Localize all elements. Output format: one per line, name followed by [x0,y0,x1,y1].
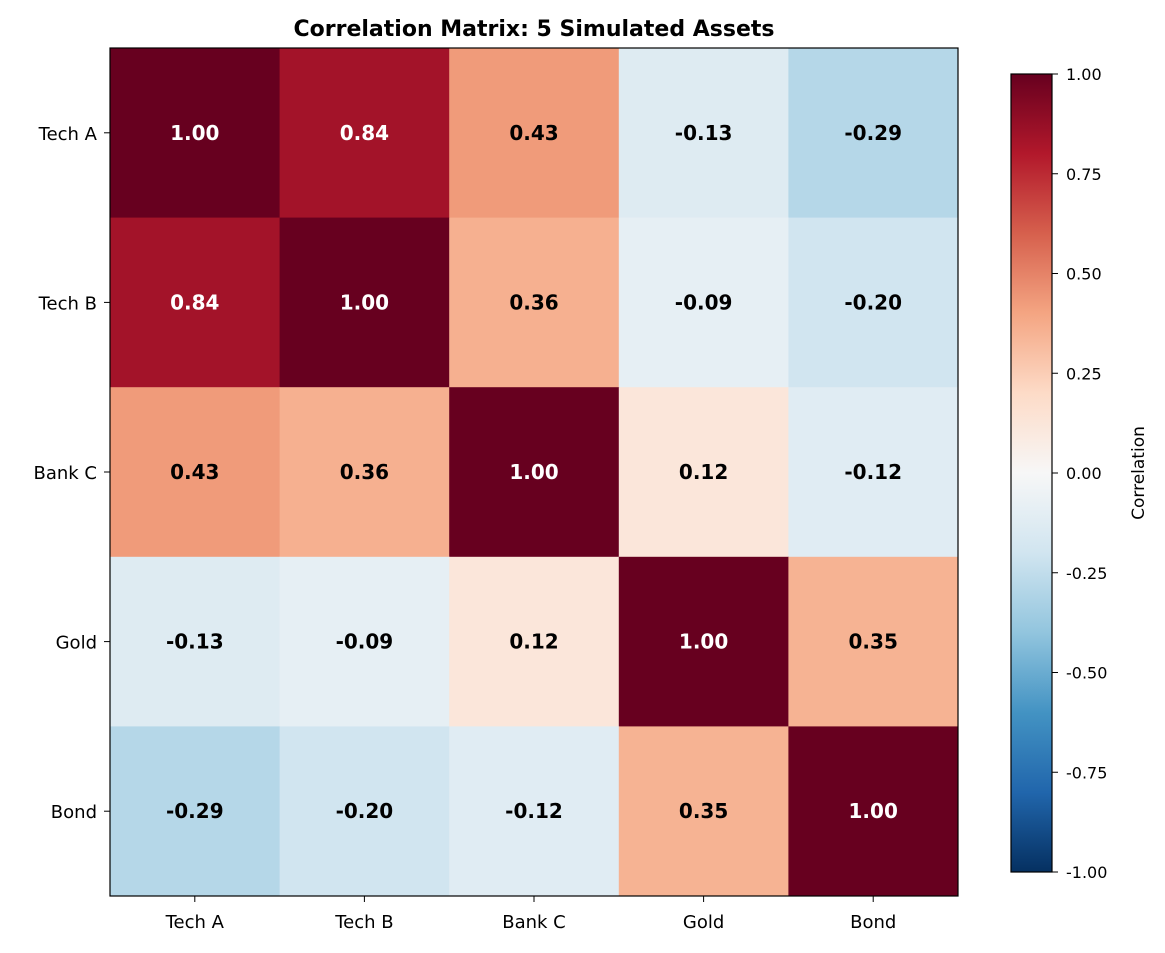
cell-annotation: 1.00 [509,460,558,484]
cell-annotation: 1.00 [679,630,728,654]
colorbar-tick-label: 1.00 [1066,65,1102,84]
cell-annotation: 0.84 [170,290,219,314]
colorbar-tick-label: -0.25 [1066,564,1107,583]
x-tick-label: Bank C [502,912,566,933]
heatmap-cell [279,556,450,727]
y-tick-label: Bank C [33,463,97,484]
colorbar-label: Correlation [1129,426,1149,520]
heatmap-cell [618,48,789,219]
heatmap-cell [449,217,620,388]
colorbar-tick-label: 0.50 [1066,265,1102,284]
cell-annotation: 0.36 [340,460,389,484]
heatmap-cell [618,556,789,727]
heatmap-cell [279,48,450,219]
chart-title: Correlation Matrix: 5 Simulated Assets [294,17,775,42]
heatmap-cell [618,726,789,897]
heatmap-cell [788,217,959,388]
colorbar-tick-label: 0.25 [1066,364,1102,383]
heatmap-cell [110,387,281,558]
heatmap-cells [110,48,959,897]
cell-annotation: -0.13 [675,121,733,145]
cell-annotation: 1.00 [849,799,898,823]
cell-annotation: 0.43 [170,460,219,484]
cell-annotation: 0.84 [340,121,389,145]
colorbar-tick-label: 0.75 [1066,165,1102,184]
cell-annotation: -0.13 [166,630,224,654]
x-tick-label: Gold [683,912,724,933]
colorbar-tick-label: -0.75 [1066,763,1107,782]
heatmap-cell [279,217,450,388]
cell-annotation: -0.20 [336,799,394,823]
x-tick-label: Tech A [165,912,225,933]
cell-annotation: -0.09 [336,630,394,654]
heatmap-cell [449,387,620,558]
colorbar-ticks: 1.00 0.75 0.50 0.25 0.00 -0.25 -0.50 -0.75 -1.00 [1052,65,1107,882]
cell-annotation: -0.09 [675,290,733,314]
x-axis-ticks: Tech A Tech B Bank C Gold Bond [165,896,896,933]
cell-annotations: 1.00 0.84 0.43 -0.13 -0.29 0.84 1.00 0.36 -0.09 -… [166,121,902,823]
cell-annotation: 0.12 [509,630,558,654]
heatmap-cell [788,726,959,897]
cell-annotation: 0.12 [679,460,728,484]
heatmap-cell [618,217,789,388]
x-tick-label: Tech B [334,912,393,933]
y-tick-label: Bond [51,802,97,823]
y-tick-label: Tech A [38,124,98,145]
heatmap-cell [788,556,959,727]
heatmap-cell [788,48,959,219]
heatmap-cell [618,387,789,558]
colorbar [1010,73,1053,873]
colorbar-tick-label: -0.50 [1066,664,1107,683]
cell-annotation: -0.12 [844,460,902,484]
heatmap-cell [449,48,620,219]
heatmap-cell [279,387,450,558]
heatmap-cell [110,556,281,727]
cell-annotation: 0.35 [679,799,728,823]
heatmap-cell [788,387,959,558]
y-tick-label: Tech B [38,293,97,314]
cell-annotation: -0.20 [844,290,902,314]
heatmap-cell [449,556,620,727]
colorbar-tick-label: 0.00 [1066,464,1102,483]
heatmap-cell [110,217,281,388]
cell-annotation: -0.12 [505,799,563,823]
cell-annotation: 1.00 [170,121,219,145]
y-axis-ticks: Tech A Tech B Bank C Gold Bond [33,124,110,823]
heatmap-cell [279,726,450,897]
heatmap-cell [110,726,281,897]
cell-annotation: -0.29 [166,799,224,823]
cell-annotation: -0.29 [844,121,902,145]
colorbar-tick-label: -1.00 [1066,863,1107,882]
cell-annotation: 1.00 [340,290,389,314]
heatmap-cell [449,726,620,897]
heatmap-cell [110,48,281,219]
cell-annotation: 0.43 [509,121,558,145]
x-tick-label: Bond [850,912,896,933]
cell-annotation: 0.36 [509,290,558,314]
cell-annotation: 0.35 [849,630,898,654]
y-tick-label: Gold [56,633,97,654]
